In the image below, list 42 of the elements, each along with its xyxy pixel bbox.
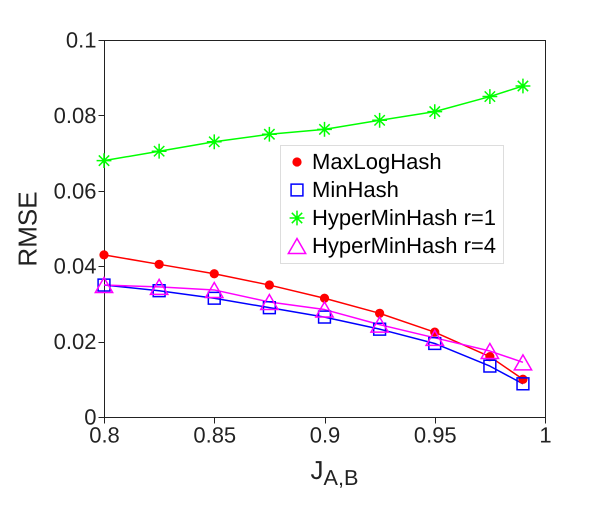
point	[208, 292, 221, 305]
legend-label: MaxLogHash	[312, 149, 442, 174]
x-tick-label: 0.85	[193, 422, 236, 448]
x-tick-label: 0.9	[310, 422, 340, 448]
y-tick-label: 0.1	[66, 28, 96, 52]
point	[370, 316, 390, 333]
point	[318, 310, 332, 324]
point	[150, 278, 169, 296]
point	[99, 250, 109, 260]
x-tick-label: 0.95	[414, 422, 457, 448]
point	[371, 112, 388, 128]
point	[482, 88, 498, 105]
point	[320, 294, 330, 303]
y-tick-label: 0.02	[54, 329, 96, 354]
point	[514, 78, 532, 94]
point	[315, 301, 334, 318]
y-tick-label: 0.04	[54, 254, 96, 279]
point	[516, 377, 530, 390]
legend-label: HyperMinHash r=4	[312, 233, 496, 258]
point	[96, 152, 112, 169]
point	[316, 121, 333, 138]
point	[483, 359, 497, 373]
point	[210, 269, 219, 278]
legend-label: HyperMinHash r=1	[312, 205, 496, 230]
y-tick-label: 0.06	[54, 178, 96, 204]
x-tick-label: 1	[539, 422, 552, 448]
point	[426, 103, 443, 120]
point	[514, 354, 532, 371]
point	[264, 280, 274, 290]
y-axis-title: RMSE	[12, 191, 43, 267]
point	[206, 134, 222, 150]
x-axis-title: J$_{A,B}$	[310, 455, 360, 492]
point	[204, 282, 224, 298]
point	[480, 342, 500, 360]
legend-label: MinHash	[312, 177, 399, 202]
point	[154, 260, 164, 269]
point	[261, 126, 278, 142]
point	[260, 294, 279, 310]
y-tick-label: 0.08	[54, 102, 96, 128]
point	[375, 308, 384, 318]
point	[150, 143, 168, 160]
point	[425, 330, 444, 346]
